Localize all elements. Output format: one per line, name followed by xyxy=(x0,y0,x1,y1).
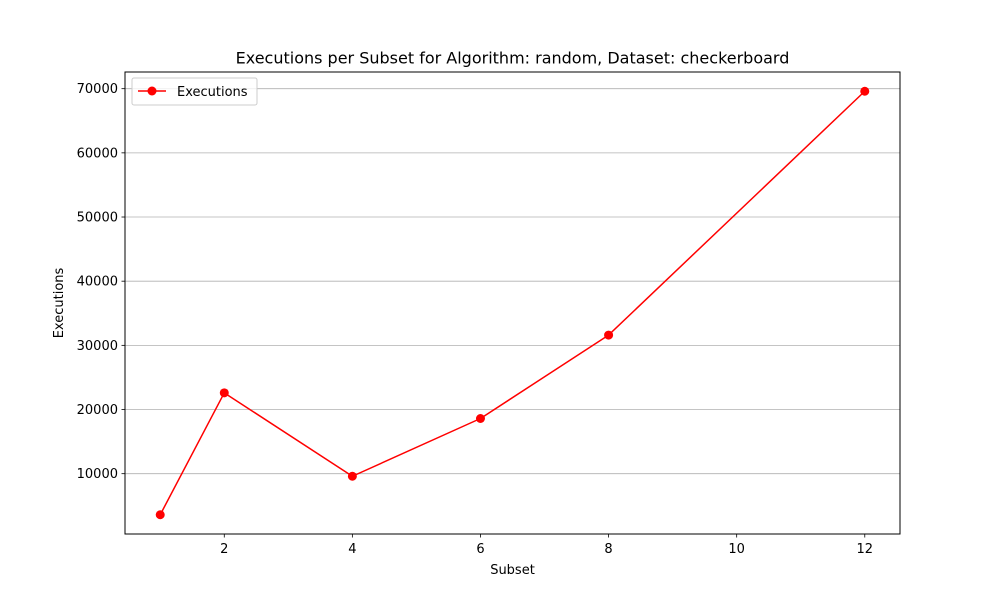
x-tick-label: 6 xyxy=(476,542,484,557)
y-axis: 10000 20000 30000 40000 50000 60000 70000 xyxy=(77,82,125,482)
legend-box xyxy=(131,77,258,106)
y-tick-label: 10000 xyxy=(77,467,118,482)
chart-title: Executions per Subset for Algorithm: ran… xyxy=(236,49,790,68)
data-point xyxy=(219,388,229,398)
data-point xyxy=(475,414,485,423)
legend-label-executions: Executions xyxy=(177,85,248,100)
gridlines xyxy=(125,88,900,475)
series-executions xyxy=(155,86,870,520)
x-tick-label: 12 xyxy=(856,542,873,557)
x-tick-label: 4 xyxy=(348,542,356,557)
x-tick-label: 8 xyxy=(604,542,612,557)
data-point xyxy=(604,330,614,340)
data-point xyxy=(860,86,870,96)
data-point xyxy=(347,471,357,481)
y-tick-label: 60000 xyxy=(77,146,118,161)
series-line xyxy=(159,90,866,516)
x-axis: 2 4 6 8 10 12 xyxy=(220,534,873,557)
y-tick-label: 70000 xyxy=(77,82,118,97)
legend-marker-swatch xyxy=(147,86,157,96)
legend: Executions xyxy=(131,77,258,106)
y-tick-label: 40000 xyxy=(77,275,118,290)
y-tick-label: 50000 xyxy=(77,211,118,226)
plot-frame xyxy=(124,71,901,535)
x-tick-label: 10 xyxy=(728,542,745,557)
data-point xyxy=(155,510,165,520)
y-axis-label: Executions xyxy=(52,267,67,338)
y-tick-label: 20000 xyxy=(77,403,118,418)
y-tick-label: 30000 xyxy=(77,339,118,354)
x-axis-label: Subset xyxy=(490,563,535,578)
x-tick-label: 2 xyxy=(220,542,228,557)
